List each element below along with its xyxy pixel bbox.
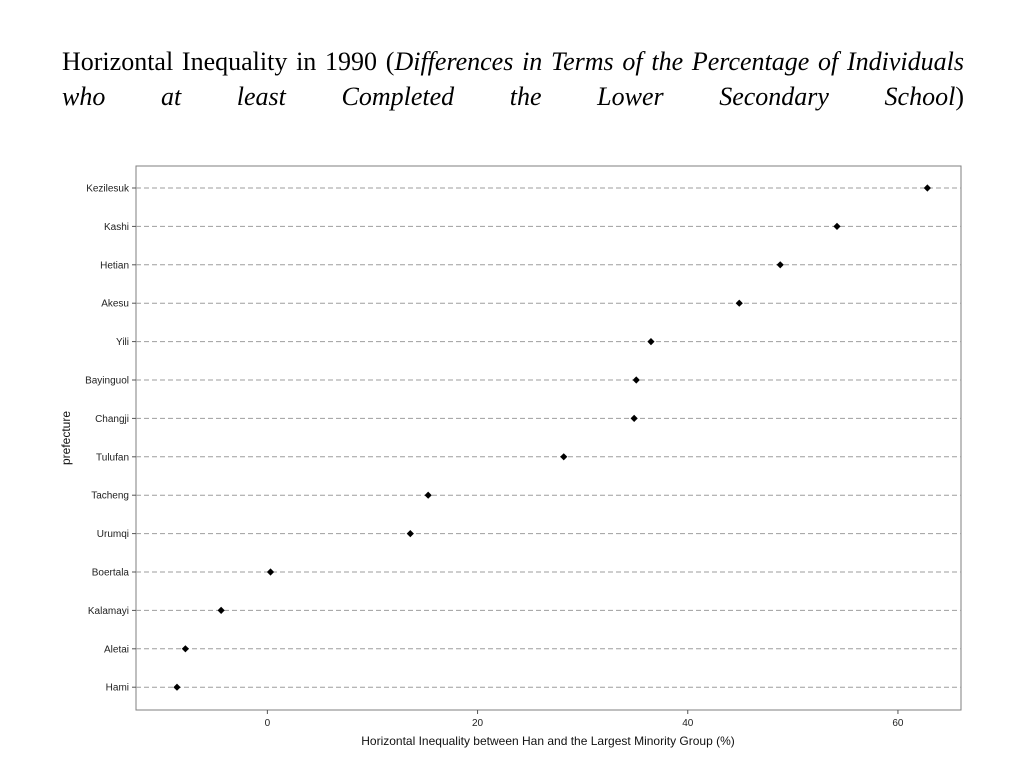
x-tick-label-40: 40 <box>682 718 694 729</box>
data-point-kezilesuk <box>923 184 931 192</box>
data-point-tulufan <box>560 453 568 461</box>
y-tick-label-changji: Changji <box>95 414 129 425</box>
slide-title-italic: Differences in Terms of the Percentage o… <box>62 47 964 111</box>
data-points <box>173 184 931 691</box>
slide-title-main: Horizontal Inequality in 1990 ( <box>62 47 395 76</box>
data-point-hetian <box>776 261 784 269</box>
y-tick-label-urumqi: Urumqi <box>97 529 129 540</box>
x-axis-title: Horizontal Inequality between Han and th… <box>361 734 735 748</box>
slide-title: Horizontal Inequality in 1990 (Differenc… <box>62 44 964 114</box>
data-point-urumqi <box>406 530 414 538</box>
x-tick-label-0: 0 <box>265 718 271 729</box>
data-point-kalamayi <box>217 606 225 614</box>
y-tick-label-hami: Hami <box>106 683 129 694</box>
y-tick-label-tulufan: Tulufan <box>96 452 129 463</box>
data-point-hami <box>173 683 181 691</box>
data-point-aletai <box>181 645 189 653</box>
data-point-yili <box>647 338 655 346</box>
x-tick-marks <box>266 710 899 714</box>
x-tick-labels: 0 20 40 60 <box>265 718 904 729</box>
y-tick-label-hetian: Hetian <box>100 260 129 271</box>
x-tick-label-20: 20 <box>472 718 484 729</box>
data-point-bayinguol <box>632 376 640 384</box>
slide-title-close: ) <box>955 82 964 111</box>
data-point-kashi <box>833 222 841 230</box>
x-tick-label-60: 60 <box>892 718 904 729</box>
gridlines <box>136 187 961 688</box>
y-tick-label-bayinguol: Bayinguol <box>85 376 129 387</box>
data-point-changji <box>630 414 638 422</box>
y-tick-labels: Kezilesuk Kashi Hetian Akesu Yili Bayinguol Ch… <box>85 184 130 694</box>
y-tick-marks <box>132 187 136 688</box>
y-tick-label-kashi: Kashi <box>104 222 129 233</box>
y-tick-label-boertala: Boertala <box>92 568 130 579</box>
y-tick-label-tacheng: Tacheng <box>91 491 129 502</box>
y-tick-label-kezilesuk: Kezilesuk <box>86 184 130 195</box>
y-axis-title: prefecture <box>59 411 73 465</box>
y-tick-label-akesu: Akesu <box>101 299 129 310</box>
data-point-akesu <box>735 299 743 307</box>
data-point-tacheng <box>424 491 432 499</box>
plot-panel <box>135 165 962 711</box>
y-tick-label-kalamayi: Kalamayi <box>88 606 129 617</box>
y-tick-label-yili: Yili <box>116 337 129 348</box>
data-point-boertala <box>266 568 275 576</box>
y-tick-label-aletai: Aletai <box>104 644 129 655</box>
